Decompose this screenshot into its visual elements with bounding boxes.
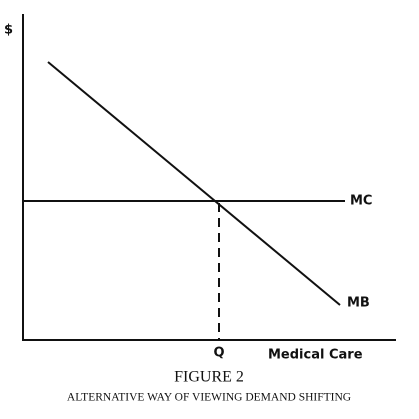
quantity-label: Q (213, 346, 224, 361)
mb-curve (47, 61, 341, 306)
y-axis-label: $ (4, 23, 13, 38)
figure-label: FIGURE 2 (174, 369, 244, 386)
caption: ALTERNATIVE WAY OF VIEWING DEMAND SHIFTI… (67, 392, 351, 404)
x-axis-label: Medical Care (268, 348, 363, 363)
curve-label: MB (347, 296, 370, 311)
curve-label: MC (350, 194, 372, 209)
